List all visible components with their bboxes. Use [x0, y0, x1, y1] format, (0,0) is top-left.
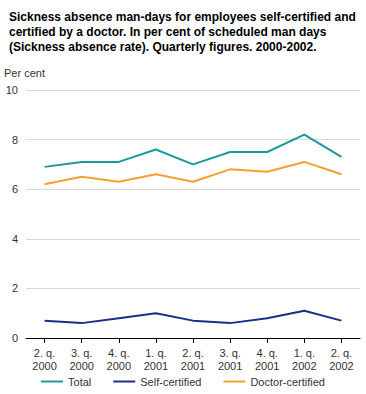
svg-text:Total: Total — [68, 376, 91, 388]
svg-text:Self-certified: Self-certified — [140, 376, 201, 388]
svg-text:certified by a doctor. In per: certified by a doctor. In per cent of sc… — [9, 25, 330, 39]
svg-text:2002: 2002 — [292, 360, 316, 372]
svg-text:4: 4 — [12, 233, 18, 245]
svg-text:Sickness absence man-days for: Sickness absence man-days for employees … — [9, 10, 359, 24]
svg-text:Per cent: Per cent — [4, 67, 45, 79]
svg-text:2. q.: 2. q. — [34, 347, 55, 359]
svg-text:2001: 2001 — [255, 360, 279, 372]
svg-text:2. q.: 2. q. — [182, 347, 203, 359]
svg-text:2002: 2002 — [329, 360, 353, 372]
svg-text:3. q.: 3. q. — [71, 347, 92, 359]
svg-text:1. q.: 1. q. — [145, 347, 166, 359]
svg-text:2000: 2000 — [32, 360, 56, 372]
svg-text:4. q.: 4. q. — [257, 347, 278, 359]
svg-text:2: 2 — [12, 282, 18, 294]
svg-text:2. q.: 2. q. — [331, 347, 352, 359]
svg-text:3. q.: 3. q. — [219, 347, 240, 359]
svg-text:2001: 2001 — [181, 360, 205, 372]
svg-text:1. q.: 1. q. — [294, 347, 315, 359]
svg-text:4. q.: 4. q. — [108, 347, 129, 359]
svg-text:2000: 2000 — [69, 360, 93, 372]
svg-text:10: 10 — [6, 84, 18, 96]
svg-text:6: 6 — [12, 183, 18, 195]
svg-text:2001: 2001 — [218, 360, 242, 372]
svg-text:(Sickness absence rate). Quart: (Sickness absence rate). Quarterly figur… — [9, 40, 317, 54]
svg-text:Doctor-certified: Doctor-certified — [250, 376, 325, 388]
svg-text:2000: 2000 — [107, 360, 131, 372]
svg-text:0: 0 — [12, 332, 18, 344]
svg-text:2001: 2001 — [144, 360, 168, 372]
svg-text:8: 8 — [12, 134, 18, 146]
